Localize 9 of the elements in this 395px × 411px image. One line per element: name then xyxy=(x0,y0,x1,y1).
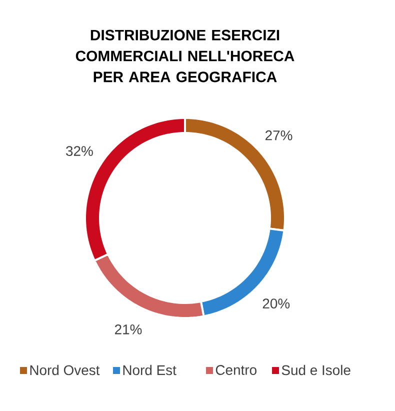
legend-label: Nord Ovest xyxy=(30,364,100,376)
legend-label: Centro xyxy=(216,365,256,375)
legend-label: Nord Est xyxy=(123,364,176,376)
data-label: 32% xyxy=(66,146,93,156)
chart-title: DISTRIBUZIONE ESERCIZI COMMERCIALI NELL'HORECA PER AREA GEOGRAFICA xyxy=(76,30,294,82)
data-label: 20% xyxy=(262,298,290,309)
data-label: 21% xyxy=(115,324,142,334)
data-label: 27% xyxy=(266,130,292,140)
legend-label: Sud e Isole xyxy=(282,364,350,376)
